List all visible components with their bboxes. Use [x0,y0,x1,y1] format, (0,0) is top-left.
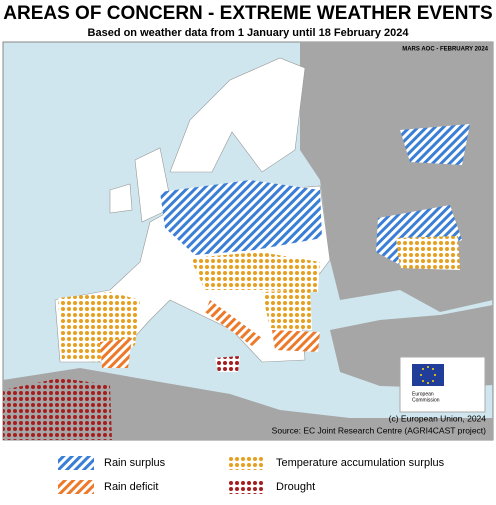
rain-deficit-area [100,338,132,368]
legend: Rain surplus Rain deficit Temperature ac… [58,456,445,494]
rain-deficit-area [205,300,262,346]
legend-label: Rain deficit [104,481,158,493]
legend-swatch [58,456,94,470]
map: MARS AOC - FEBRUARY 2024 European Commis… [2,41,494,441]
map-tag: MARS AOC - FEBRUARY 2024 [402,47,488,53]
temperature-surplus-area [190,252,320,292]
legend-label: Rain surplus [104,457,166,469]
legend-swatch [228,456,264,470]
title: AREAS OF CONCERN - EXTREME WEATHER EVENT… [3,3,492,24]
north-africa [3,368,493,440]
legend-swatch [228,480,264,494]
legend-swatch [58,480,94,494]
drought-area [215,356,240,372]
scandinavia [169,57,306,173]
drought-area [3,378,112,440]
eu-stars [420,366,436,384]
rain-surplus-area [400,124,470,165]
legend-label: Temperature accumulation surplus [276,457,445,469]
logo-text: Commission [412,397,440,403]
source: Source: EC Joint Research Centre (AGRI4C… [272,425,486,435]
rain-deficit-area [272,330,320,352]
eu-flag [412,364,444,386]
temperature-surplus-area [262,290,312,330]
rain-surplus-area [160,180,322,255]
copyright: (c) European Union, 2024 [389,413,487,423]
ireland [109,183,133,214]
legend-label: Drought [276,481,315,493]
rain-surplus-area [376,205,462,266]
subtitle: Based on weather data from 1 January unt… [88,27,410,39]
logo-text: European [412,391,434,397]
temperature-surplus-area [396,236,460,270]
